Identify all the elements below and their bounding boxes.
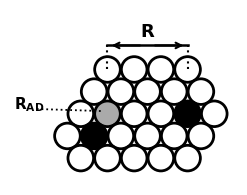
Text: $\mathbf{R_{AD}}$: $\mathbf{R_{AD}}$ — [14, 95, 44, 113]
Circle shape — [81, 79, 107, 105]
Circle shape — [95, 101, 120, 127]
Circle shape — [148, 57, 174, 82]
Circle shape — [55, 123, 80, 149]
Circle shape — [202, 101, 227, 127]
Circle shape — [121, 57, 147, 82]
Circle shape — [161, 79, 187, 105]
Circle shape — [148, 101, 174, 127]
Circle shape — [148, 145, 174, 171]
Text: $\mathbf{R}$: $\mathbf{R}$ — [140, 23, 155, 41]
Circle shape — [108, 123, 134, 149]
Circle shape — [175, 145, 200, 171]
Circle shape — [95, 145, 120, 171]
Circle shape — [68, 101, 94, 127]
Circle shape — [81, 123, 107, 149]
Circle shape — [121, 101, 147, 127]
Circle shape — [121, 145, 147, 171]
Circle shape — [68, 145, 94, 171]
Circle shape — [188, 123, 214, 149]
Circle shape — [135, 123, 160, 149]
Circle shape — [188, 79, 214, 105]
Circle shape — [95, 57, 120, 82]
Circle shape — [108, 79, 134, 105]
Circle shape — [135, 79, 160, 105]
Circle shape — [175, 57, 200, 82]
Circle shape — [161, 123, 187, 149]
Circle shape — [175, 101, 200, 127]
